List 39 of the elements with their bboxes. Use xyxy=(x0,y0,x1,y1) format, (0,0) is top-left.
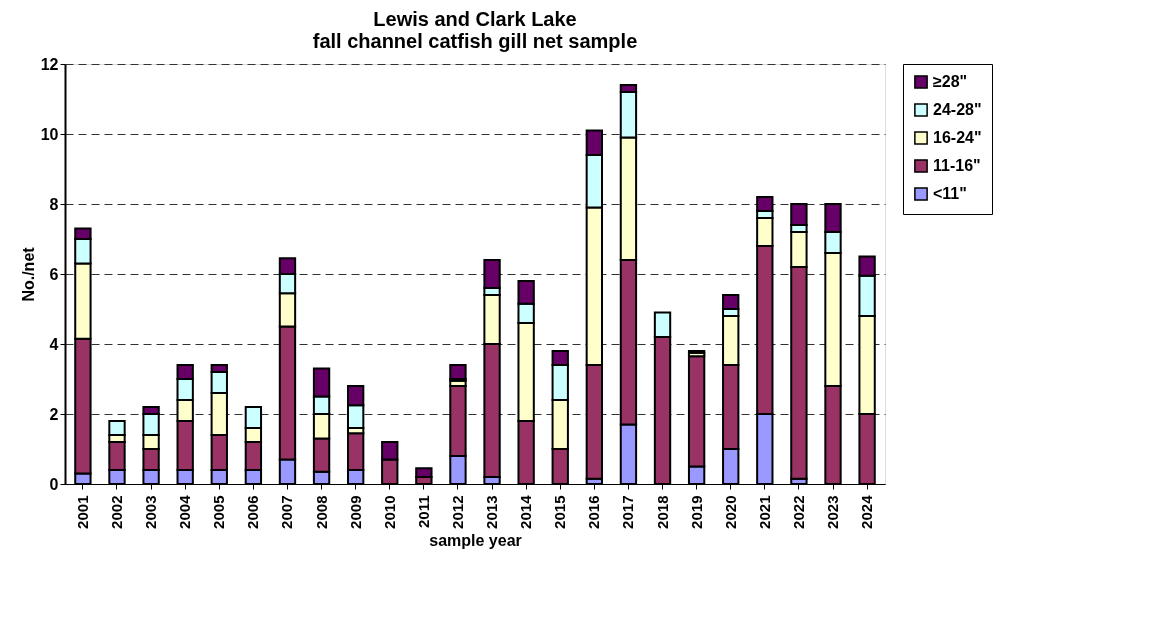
x-tick-label: 2003 xyxy=(142,495,160,529)
x-tick-label: 2018 xyxy=(653,495,671,529)
legend-label: <11" xyxy=(933,185,967,202)
x-tick-label: 2017 xyxy=(619,495,637,529)
x-tick-label: 2011 xyxy=(414,495,432,529)
x-axis-title: sample year xyxy=(429,531,522,549)
x-tick-label: 2019 xyxy=(687,495,705,529)
y-tick-label: 2 xyxy=(49,405,59,423)
x-tick-label: 2024 xyxy=(858,494,876,529)
x-tick-label: 2016 xyxy=(585,495,603,529)
y-tick-label: 10 xyxy=(40,125,59,143)
x-tick-label: 2002 xyxy=(108,495,125,529)
x-tick-label: 2012 xyxy=(448,495,466,529)
y-tick-label: 0 xyxy=(49,475,59,493)
x-tick-label: 2021 xyxy=(755,495,773,529)
x-tick-label: 2001 xyxy=(73,495,91,529)
x-tick-label: 2014 xyxy=(517,494,535,529)
y-tick-label: 12 xyxy=(40,55,59,73)
x-tick-label: 2007 xyxy=(278,495,296,529)
x-tick-label: 2013 xyxy=(483,495,501,529)
legend-label: 16-24" xyxy=(933,129,982,146)
x-tick-label: 2022 xyxy=(789,495,807,529)
legend-label: 24-28" xyxy=(933,101,982,118)
chart-title: Lewis and Clark Lake fall channel catfish gill net sample xyxy=(312,8,638,52)
x-tick-label: 2009 xyxy=(346,495,364,529)
x-tick-label: 2023 xyxy=(824,495,841,529)
y-tick-label: 6 xyxy=(49,265,59,283)
legend-label: 11-16" xyxy=(933,157,981,174)
x-tick-label: 2020 xyxy=(721,495,739,529)
x-tick-label: 2008 xyxy=(312,495,330,529)
x-tick-label: 2010 xyxy=(380,495,398,529)
x-tick-label: 2006 xyxy=(244,495,262,529)
y-tick-label: 8 xyxy=(49,195,59,213)
x-tick-label: 2005 xyxy=(210,495,228,529)
legend-label: ≥28" xyxy=(933,73,968,90)
x-tick-label: 2015 xyxy=(551,495,569,529)
y-axis-title: No./net xyxy=(19,246,37,302)
x-tick-label: 2004 xyxy=(176,494,194,529)
y-tick-label: 4 xyxy=(49,335,59,353)
